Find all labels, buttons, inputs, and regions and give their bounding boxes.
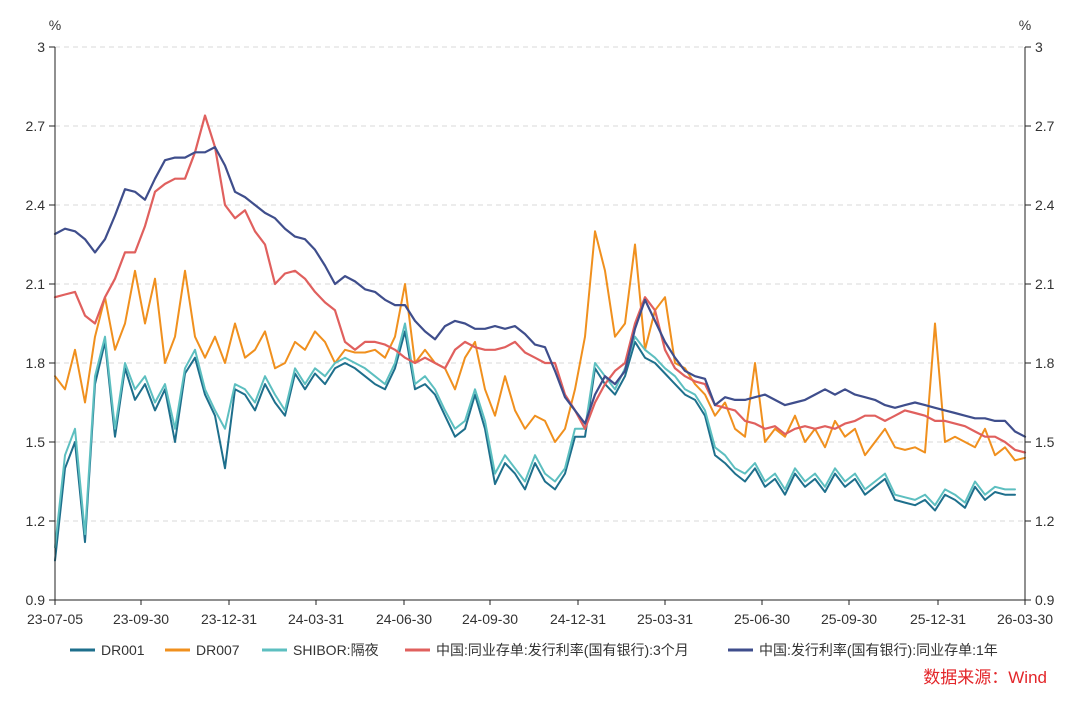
y-tick-label-left: 1.2 — [26, 513, 46, 529]
legend-label: DR001 — [101, 642, 145, 658]
y-tick-label-left: 0.9 — [26, 592, 46, 608]
y-tick-label-left: 1.5 — [26, 434, 46, 450]
legend-item-dr007: DR007 — [165, 642, 240, 658]
series-line-shibor-overnight — [54, 322, 1016, 549]
y-tick-label-right: 0.9 — [1035, 592, 1055, 608]
y-tick-label-right: 1.2 — [1035, 513, 1055, 529]
series-lines — [53, 114, 1027, 562]
y-tick-label-left: 2.1 — [26, 276, 46, 292]
series-line-cd-1y-rate — [53, 146, 1027, 438]
y-tick-label-right: 2.7 — [1035, 118, 1055, 134]
series-line-cd-3m-rate — [53, 114, 1027, 454]
y-tick-label-right: 3 — [1035, 39, 1043, 55]
legend-item-cd-3m-rate: 中国:同业存单:发行利率(国有银行):3个月 — [405, 642, 689, 658]
y-tick-label-right: 1.5 — [1035, 434, 1055, 450]
legend-label: DR007 — [196, 642, 240, 658]
right-unit-label: % — [1019, 17, 1031, 33]
y-tick-label-left: 2.7 — [26, 118, 46, 134]
legend-label: 中国:同业存单:发行利率(国有银行):3个月 — [436, 642, 689, 658]
x-tick-label: 25-03-31 — [637, 611, 693, 627]
legend-item-shibor-overnight: SHIBOR:隔夜 — [262, 642, 379, 658]
legend-label: 中国:发行利率(国有银行):同业存单:1年 — [759, 642, 998, 658]
gridlines — [55, 46, 1025, 522]
series-line-dr001 — [54, 330, 1016, 562]
legend-item-dr001: DR001 — [70, 642, 145, 658]
x-tick-label: 25-09-30 — [821, 611, 877, 627]
axis-ticks: 0.9 0.9 1.2 1.2 1.5 1.5 1.8 1.8 2.1 2.1 2.4 2.4 2.7 2… — [26, 39, 1055, 627]
x-tick-label: 23-12-31 — [201, 611, 257, 627]
x-tick-label: 24-06-30 — [376, 611, 432, 627]
y-tick-label-right: 2.1 — [1035, 276, 1055, 292]
source-note: 数据来源：Wind — [923, 668, 1047, 687]
x-tick-label: 25-12-31 — [910, 611, 966, 627]
x-tick-label: 24-12-31 — [550, 611, 606, 627]
y-tick-label-left: 1.8 — [26, 355, 46, 371]
x-tick-label: 23-07-05 — [27, 611, 83, 627]
y-tick-label-right: 2.4 — [1035, 197, 1055, 213]
left-unit-label: % — [49, 17, 61, 33]
x-tick-label: 23-09-30 — [113, 611, 169, 627]
series-line-dr007 — [54, 230, 1026, 462]
y-tick-label-left: 2.4 — [26, 197, 46, 213]
legend: DR001 DR007 SHIBOR:隔夜 中国:同业存单:发行利率(国有银行):3个… — [70, 642, 998, 658]
legend-item-cd-1y-rate: 中国:发行利率(国有银行):同业存单:1年 — [728, 642, 998, 658]
x-tick-label: 26-03-30 — [997, 611, 1053, 627]
legend-label: SHIBOR:隔夜 — [293, 642, 379, 658]
x-tick-label: 24-09-30 — [462, 611, 518, 627]
x-tick-label: 25-06-30 — [734, 611, 790, 627]
x-tick-label: 24-03-31 — [288, 611, 344, 627]
y-tick-label-right: 1.8 — [1035, 355, 1055, 371]
y-tick-label-left: 3 — [37, 39, 45, 55]
